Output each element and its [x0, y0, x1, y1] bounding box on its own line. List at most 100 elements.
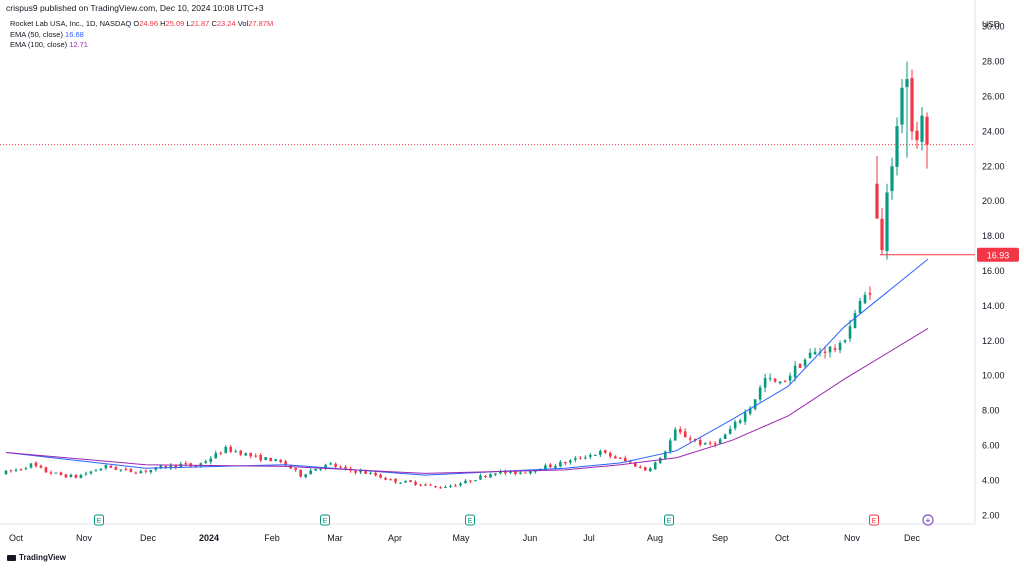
candle-body	[709, 443, 712, 444]
candle-body	[30, 463, 33, 467]
candle-body	[184, 463, 187, 464]
candle-body	[875, 184, 878, 219]
y-tick-label: 4.00	[982, 475, 1000, 485]
candle-body	[334, 464, 337, 467]
candle-body	[594, 455, 597, 456]
candle-body	[769, 378, 772, 379]
candle-body	[479, 476, 482, 480]
y-tick-label: 14.00	[982, 301, 1005, 311]
candle-body	[905, 79, 908, 87]
candle-body	[70, 475, 73, 477]
candle-body	[80, 475, 83, 478]
candle-body	[829, 347, 832, 353]
candle-body	[434, 486, 437, 487]
candle-body	[734, 422, 737, 428]
candle-body	[454, 485, 457, 486]
candle-body	[659, 458, 662, 463]
candle-body	[319, 469, 322, 470]
candle-body	[90, 472, 93, 474]
candle-body	[419, 485, 422, 486]
tradingview-logo-icon	[7, 555, 16, 561]
candle-body	[409, 480, 412, 482]
y-tick-label: 24.00	[982, 126, 1005, 136]
candle-body	[789, 376, 792, 381]
candle-body	[744, 412, 747, 421]
x-tick-label: Mar	[327, 533, 343, 543]
candle-body	[759, 387, 762, 399]
earnings-marker-label: E	[468, 518, 473, 525]
candle-body	[774, 379, 777, 382]
candle-body	[244, 453, 247, 455]
candle-body	[424, 484, 427, 485]
candle-body	[574, 458, 577, 460]
candle-body	[224, 447, 227, 453]
candle-body	[784, 381, 787, 382]
candle-body	[624, 458, 627, 461]
candle-body	[314, 469, 317, 471]
candle-body	[145, 470, 148, 471]
candle-body	[140, 471, 143, 473]
candle-body	[559, 462, 562, 467]
candle-body	[125, 469, 128, 470]
earnings-marker-label: E	[97, 518, 102, 525]
candle-body	[204, 461, 207, 462]
candle-body	[614, 456, 617, 458]
candle-body	[214, 453, 217, 458]
candle-body	[809, 353, 812, 358]
candle-body	[469, 480, 472, 481]
candle-body	[474, 480, 477, 481]
candle-body	[549, 464, 552, 467]
candle-body	[329, 463, 332, 464]
x-tick-label: Aug	[647, 533, 663, 543]
candle-body	[639, 467, 642, 468]
candle-body	[589, 455, 592, 457]
candle-body	[704, 443, 707, 444]
candle-body	[150, 470, 153, 472]
candle-body	[779, 382, 782, 384]
candle-body	[764, 378, 767, 388]
y-tick-label: 26.00	[982, 92, 1005, 102]
candle-body	[880, 219, 883, 250]
candle-body	[339, 467, 342, 468]
candle-body	[394, 479, 397, 483]
candle-body	[849, 326, 852, 338]
candle-body	[110, 466, 113, 468]
candle-body	[534, 471, 537, 472]
price-chart[interactable]: 2.004.006.008.0010.0012.0014.0016.0018.0…	[0, 0, 1024, 568]
marked-level-badge-text: 16.93	[987, 250, 1010, 260]
candle-body	[120, 470, 123, 471]
candle-body	[839, 343, 842, 350]
y-tick-label: 20.00	[982, 196, 1005, 206]
y-tick-label: 22.00	[982, 161, 1005, 171]
earnings-marker-label: E	[323, 518, 328, 525]
candle-body	[444, 487, 447, 488]
y-tick-label: 8.00	[982, 406, 1000, 416]
candle-body	[890, 166, 893, 191]
candle-body	[584, 458, 587, 459]
candle-body	[449, 486, 452, 487]
candle-body	[739, 420, 742, 422]
candle-body	[885, 192, 888, 250]
x-tick-label: Oct	[9, 533, 24, 543]
candle-body	[484, 476, 487, 477]
candle-body	[564, 462, 567, 463]
y-tick-label: 6.00	[982, 440, 1000, 450]
candle-body	[369, 473, 372, 474]
x-tick-label: Jul	[583, 533, 595, 543]
candle-body	[644, 467, 647, 470]
candle-body	[794, 366, 797, 378]
x-tick-label: 2024	[199, 533, 219, 543]
candle-body	[259, 455, 262, 460]
candle-body	[384, 478, 387, 480]
candle-body	[379, 475, 382, 478]
ema100-line	[6, 328, 928, 473]
candle-body	[389, 479, 392, 480]
candle-body	[834, 348, 837, 350]
x-tick-label: May	[452, 533, 470, 543]
candle-body	[100, 469, 103, 470]
candle-body	[294, 468, 297, 470]
candle-body	[55, 473, 58, 474]
candle-body	[679, 429, 682, 432]
candle-body	[130, 469, 133, 472]
candle-body	[864, 295, 867, 303]
